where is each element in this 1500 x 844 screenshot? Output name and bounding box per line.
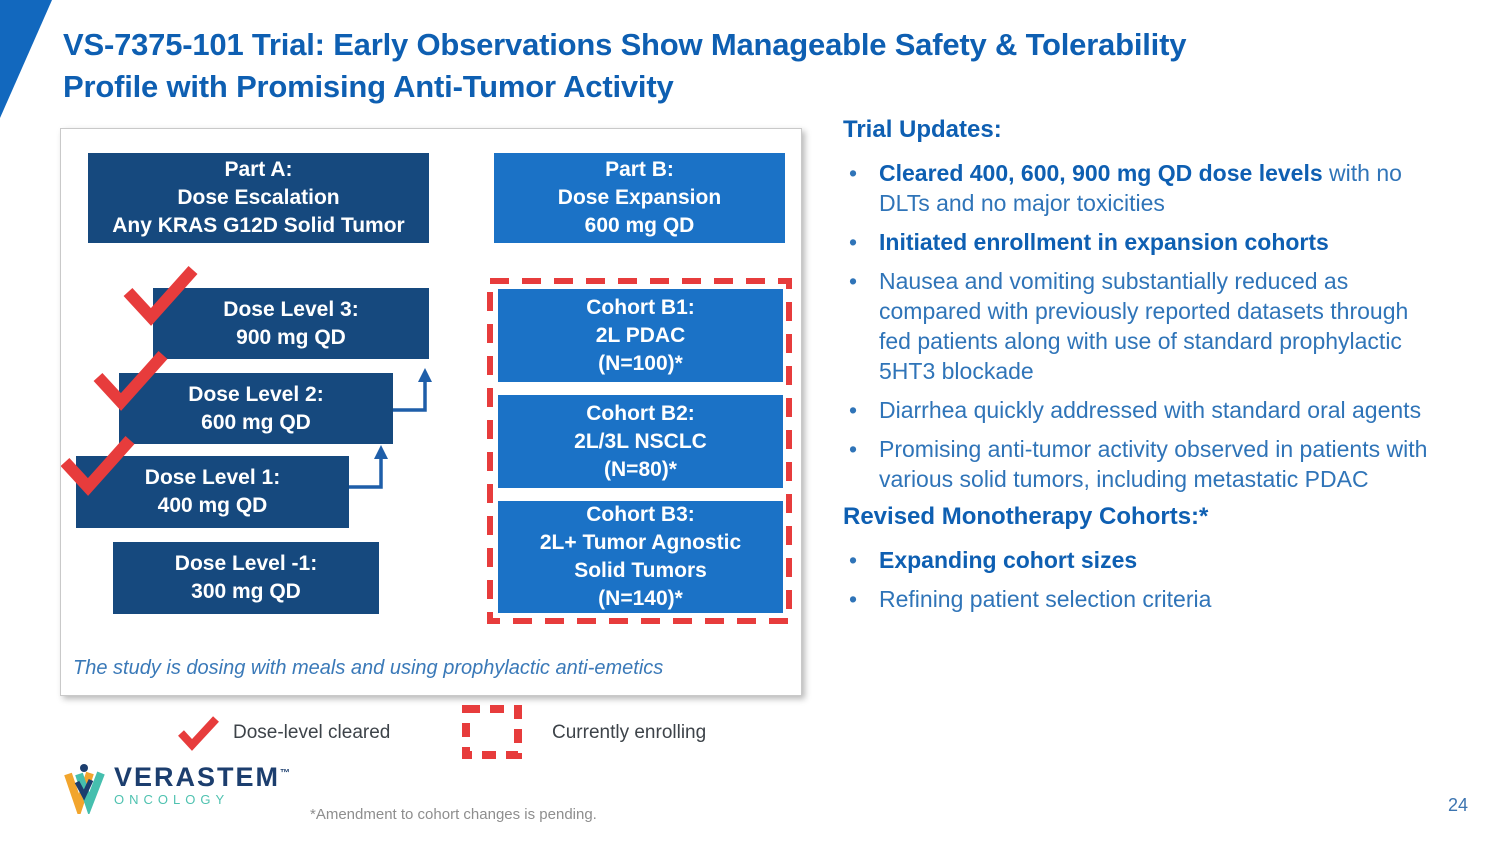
title-line-1: VS-7375-101 Trial: Early Observations Sh… — [63, 27, 1187, 62]
verastem-logo: VERASTEM™ ONCOLOGY — [60, 760, 290, 814]
bullet-bold-text: Expanding cohort sizes — [879, 547, 1138, 573]
cohort-line: 2L/3L NSCLC — [574, 429, 707, 453]
part-a-line: Part A: — [224, 158, 293, 181]
escalation-arrowhead-icon — [374, 445, 388, 459]
escalation-arrow-icon — [393, 381, 427, 412]
legend-dashed-box-icon — [462, 705, 522, 759]
dose-level-minus1-box: Dose Level -1: 300 mg QD — [113, 542, 379, 614]
bullet-dot: • — [849, 586, 858, 612]
dose-level-line: 600 mg QD — [201, 410, 311, 434]
cohort-line: Cohort B1: — [586, 295, 695, 319]
bullet-dot: • — [849, 547, 858, 573]
part-b-line: Dose Expansion — [557, 186, 722, 209]
bullet-bold-text: Initiated enrollment in expansion cohort… — [879, 229, 1329, 255]
cohort-line: (N=100)* — [598, 351, 683, 375]
amendment-footnote: *Amendment to cohort changes is pending. — [310, 806, 597, 823]
cohort-line: (N=80)* — [604, 457, 677, 481]
bullet-dot: • — [849, 160, 858, 186]
dosing-note: The study is dosing with meals and using… — [73, 657, 664, 679]
bullet-text: with no DLTs and no major toxicities — [879, 160, 1402, 216]
bullet-item: • Initiated enrollment in expansion coho… — [843, 227, 1443, 257]
trial-updates-heading: Trial Updates: — [843, 116, 1002, 143]
dose-level-3-box: Dose Level 3: 900 mg QD — [153, 288, 429, 359]
cohort-line: Cohort B2: — [586, 401, 695, 425]
cohort-line: 2L+ Tumor Agnostic — [539, 531, 742, 554]
revised-cohorts-heading: Revised Monotherapy Cohorts:* — [843, 503, 1209, 530]
title-line-2: Profile with Promising Anti-Tumor Activi… — [63, 69, 674, 104]
bullet-item: • Promising anti-tumor activity observed… — [843, 434, 1443, 494]
trial-updates-section: Trial Updates: • Cleared 400, 600, 900 m… — [843, 116, 1443, 623]
part-a-line: Any KRAS G12D Solid Tumor — [112, 214, 405, 237]
cohort-line: 2L PDAC — [595, 323, 686, 347]
dose-level-line: 400 mg QD — [157, 494, 268, 517]
trial-design-panel: Part A: Dose Escalation Any KRAS G12D So… — [60, 128, 802, 696]
logo-name-text: VERASTEM — [114, 762, 281, 792]
bullet-dot: • — [849, 229, 858, 255]
cohort-b3-box: Cohort B3: 2L+ Tumor Agnostic Solid Tumo… — [498, 501, 783, 613]
part-b-box: Part B: Dose Expansion 600 mg QD — [494, 153, 785, 243]
bullet-item: • Expanding cohort sizes — [843, 545, 1443, 575]
part-b-line: 600 mg QD — [584, 214, 695, 237]
cohort-b1-box: Cohort B1: 2L PDAC (N=100)* — [498, 289, 783, 382]
bullet-text: Nausea and vomiting substantially reduce… — [879, 268, 1409, 384]
escalation-arrowhead-icon — [418, 368, 432, 382]
part-b-line: Part B: — [605, 158, 674, 181]
part-a-line: Dose Escalation — [177, 186, 340, 209]
verastem-logo-text: VERASTEM™ ONCOLOGY — [114, 760, 290, 807]
dose-level-line: Dose Level 1: — [144, 466, 281, 489]
corner-accent-shape — [0, 0, 52, 118]
page-number: 24 — [1448, 795, 1469, 815]
escalation-arrow-icon — [349, 458, 383, 489]
dose-level-2-box: Dose Level 2: 600 mg QD — [119, 373, 393, 444]
cohort-b2-box: Cohort B2: 2L/3L NSCLC (N=80)* — [498, 395, 783, 488]
dose-level-line: Dose Level 2: — [188, 382, 324, 406]
bullet-text: Promising anti-tumor activity observed i… — [879, 436, 1428, 492]
logo-name: VERASTEM™ — [114, 760, 290, 791]
dose-level-line: Dose Level -1: — [174, 552, 318, 575]
bullet-text: Refining patient selection criteria — [879, 586, 1212, 612]
cohort-line: Solid Tumors — [574, 559, 707, 582]
bullet-dot: • — [849, 397, 858, 423]
bullet-bold-text: Cleared 400, 600, 900 mg QD dose levels — [879, 160, 1323, 186]
dose-level-line: 900 mg QD — [236, 325, 346, 349]
cohort-line: Cohort B3: — [586, 503, 695, 526]
logo-trademark: ™ — [280, 768, 291, 779]
verastem-logo-mark-icon — [64, 764, 105, 814]
bullet-item: • Diarrhea quickly addressed with standa… — [843, 395, 1443, 425]
bullet-item: • Cleared 400, 600, 900 mg QD dose level… — [843, 158, 1443, 218]
legend-cleared-label: Dose-level cleared — [233, 722, 391, 743]
page-title: VS-7375-101 Trial: Early Observations Sh… — [63, 24, 1483, 108]
dose-level-1-box: Dose Level 1: 400 mg QD — [76, 456, 349, 528]
dose-level-line: Dose Level 3: — [223, 297, 359, 321]
bullet-dot: • — [849, 268, 858, 294]
dose-level-line: 300 mg QD — [191, 580, 301, 603]
logo-subtitle: ONCOLOGY — [114, 792, 230, 807]
bullet-dot: • — [849, 436, 858, 462]
legend-checkmark-icon — [178, 716, 219, 751]
bullet-text: Diarrhea quickly addressed with standard… — [879, 397, 1422, 423]
part-a-box: Part A: Dose Escalation Any KRAS G12D So… — [88, 153, 429, 243]
legend-enrolling-label: Currently enrolling — [552, 722, 707, 743]
bullet-item: • Nausea and vomiting substantially redu… — [843, 266, 1443, 386]
cohort-line: (N=140)* — [598, 587, 683, 610]
bullet-item: • Refining patient selection criteria — [843, 584, 1443, 614]
